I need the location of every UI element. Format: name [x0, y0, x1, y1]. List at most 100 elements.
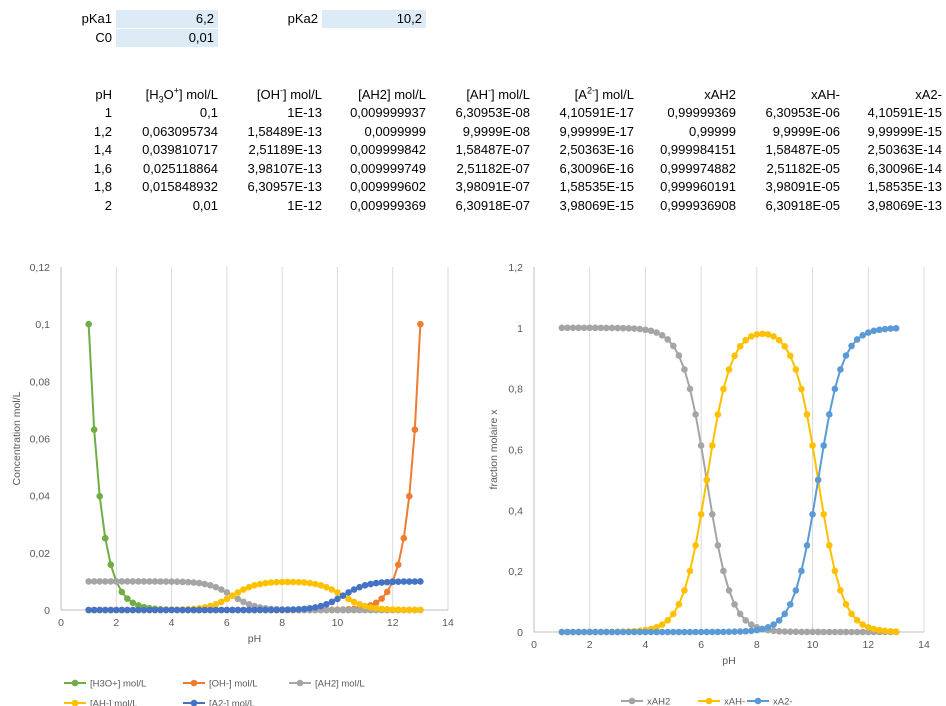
pka1-value-cell[interactable] [116, 10, 218, 28]
series-line [87, 324, 421, 611]
cell-a2[interactable]: 1,58535E-15 [559, 179, 634, 194]
cell-ah2[interactable]: 0,009999602 [350, 179, 426, 194]
legend-entry[interactable]: xAH- [698, 697, 745, 706]
cell-ph[interactable]: 1,8 [93, 179, 112, 194]
legend-entry[interactable]: [AH2] mol/L [289, 679, 365, 690]
data-point [411, 606, 419, 614]
x-axis-title: pH [248, 633, 261, 645]
legend-label: xA2- [773, 697, 793, 706]
cell-ph[interactable]: 1,4 [93, 142, 112, 157]
data-point [870, 625, 878, 633]
cell-xa2[interactable]: 6,30096E-14 [867, 160, 942, 176]
data-point [798, 385, 805, 393]
cell-xah2[interactable]: 0,999960191 [660, 179, 736, 194]
legend-entry[interactable]: [OH-] mol/L [183, 679, 258, 690]
cell-xa2[interactable]: 9,99999E-15 [867, 123, 942, 139]
cell-xa2[interactable]: 1,58535E-13 [867, 179, 942, 194]
data-point [747, 333, 755, 340]
cell-xah[interactable]: 2,51182E-05 [766, 160, 841, 176]
cell-ah2[interactable]: 0,009999749 [350, 160, 426, 176]
legend-entry[interactable]: [A2-] mol/L [183, 699, 255, 706]
data-point [809, 628, 816, 636]
data-point [864, 329, 872, 336]
cell-xah[interactable]: 9,9999E-06 [772, 123, 840, 139]
cell-ph[interactable]: 1 [104, 105, 112, 120]
cell-a2[interactable]: 4,10591E-17 [559, 105, 634, 120]
cell-a2[interactable]: 9,99999E-17 [559, 123, 634, 139]
cell-oh[interactable]: 6,30957E-13 [247, 179, 322, 194]
data-point [190, 606, 197, 614]
cell-ph[interactable]: 2 [104, 197, 112, 213]
data-point [356, 600, 363, 608]
cell-ah2[interactable]: 0,009999842 [350, 142, 426, 157]
legend-entry[interactable]: xA2- [747, 697, 793, 706]
cell-xa2[interactable]: 3,98069E-13 [867, 197, 942, 213]
legend-entry[interactable]: [AH-] mol/L [64, 699, 138, 706]
x-tick-label: 10 [332, 617, 344, 629]
data-point [146, 578, 153, 585]
cell-ph[interactable]: 1,6 [93, 160, 112, 176]
data-point [630, 325, 638, 332]
cell-oh[interactable]: 3,98107E-13 [247, 160, 322, 176]
data-point [383, 588, 391, 596]
cell-ah2[interactable]: 0,009999369 [350, 197, 426, 213]
cell-ph[interactable]: 1,2 [93, 123, 112, 139]
data-point [664, 628, 672, 636]
cell-ah[interactable]: 9,9999E-08 [462, 123, 530, 139]
c0-value-cell[interactable] [116, 29, 218, 47]
cell-oh[interactable]: 1E-12 [287, 197, 322, 213]
data-point [586, 628, 594, 636]
cell-xah2[interactable]: 0,99999369 [667, 105, 736, 120]
data-point [162, 578, 170, 585]
cell-oh[interactable]: 2,51189E-13 [248, 142, 323, 157]
data-point [306, 579, 314, 587]
cell-h3o[interactable]: 0,1 [199, 105, 218, 120]
cell-xah2[interactable]: 0,999984151 [660, 142, 736, 157]
data-point [101, 578, 109, 585]
cell-a2[interactable]: 3,98069E-15 [559, 197, 634, 213]
data-point [703, 476, 711, 484]
cell-h3o[interactable]: 0,015848932 [142, 179, 218, 194]
cell-ah[interactable]: 2,51182E-07 [456, 160, 531, 176]
data-point [831, 628, 839, 636]
cell-h3o[interactable]: 0,063095734 [142, 123, 218, 139]
cell-ah[interactable]: 3,98091E-07 [455, 179, 530, 194]
cell-xa2[interactable]: 4,10591E-15 [867, 105, 942, 120]
legend-entry[interactable]: [H3O+] mol/L [64, 679, 146, 690]
cell-ah[interactable]: 1,58487E-07 [455, 142, 530, 157]
series-line [561, 326, 897, 633]
cell-xa2[interactable]: 2,50363E-14 [867, 142, 942, 157]
cell-h3o[interactable]: 0,01 [192, 197, 218, 213]
cell-a2[interactable]: 6,30096E-16 [559, 160, 634, 176]
legend-marker [71, 679, 79, 687]
data-point [731, 628, 738, 636]
cell-ah[interactable]: 6,30918E-07 [455, 197, 530, 213]
data-point [820, 511, 828, 518]
data-point [636, 628, 644, 636]
table-row: 1,6 0,025118864 3,98107E-13 0,009999749 2,51… [0, 160, 946, 178]
cell-xah2[interactable]: 0,999974882 [660, 160, 736, 176]
cell-h3o[interactable]: 0,025118864 [143, 160, 218, 176]
data-point [317, 602, 325, 610]
data-point [334, 589, 341, 596]
cell-xah2[interactable]: 0,999936908 [660, 197, 736, 213]
cell-xah[interactable]: 3,98091E-05 [765, 179, 840, 194]
legend-entry[interactable]: xAH2 [621, 697, 670, 706]
data-point [118, 588, 126, 596]
legend-marker [71, 699, 79, 706]
pka2-value-cell[interactable] [322, 10, 426, 28]
cell-xah[interactable]: 6,30953E-06 [765, 105, 840, 120]
cell-xah2[interactable]: 0,99999 [689, 123, 736, 139]
cell-h3o[interactable]: 0,039810717 [142, 142, 218, 157]
cell-a2[interactable]: 2,50363E-16 [559, 142, 634, 157]
cell-ah2[interactable]: 0,009999937 [350, 105, 426, 120]
data-point [339, 592, 347, 600]
y-tick-label: 0,8 [508, 384, 523, 396]
cell-xah[interactable]: 1,58487E-05 [765, 142, 840, 157]
data-point [580, 628, 588, 636]
cell-oh[interactable]: 1,58489E-13 [247, 123, 322, 139]
cell-ah2[interactable]: 0,0099999 [364, 123, 426, 139]
cell-ah[interactable]: 6,30953E-08 [455, 105, 530, 120]
cell-oh[interactable]: 1E-13 [287, 105, 322, 120]
cell-xah[interactable]: 6,30918E-05 [765, 197, 840, 213]
